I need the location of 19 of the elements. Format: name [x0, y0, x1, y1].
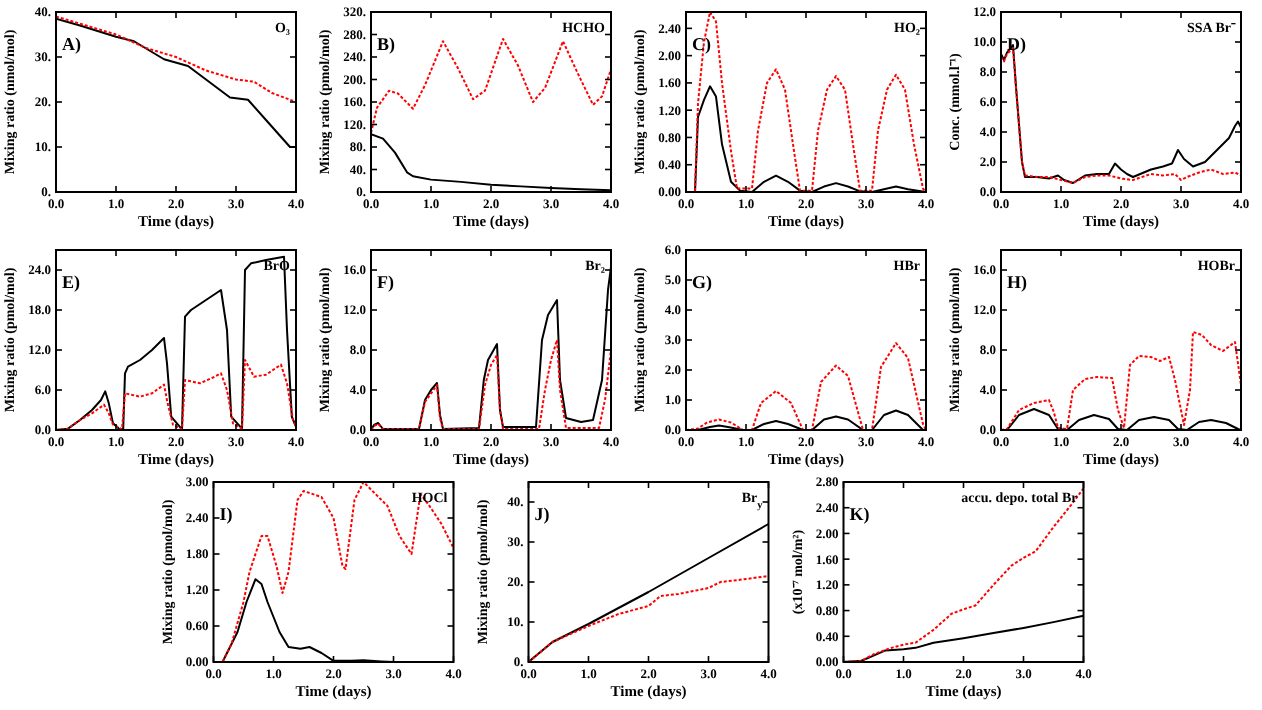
text: J) — [534, 504, 550, 524]
line-series — [686, 12, 926, 192]
text: H) — [1007, 272, 1027, 292]
text: F) — [377, 272, 394, 292]
text: D) — [1007, 34, 1026, 54]
line-series — [371, 38, 611, 134]
text: G) — [692, 272, 712, 292]
line-series — [686, 342, 926, 430]
text: C) — [692, 34, 711, 54]
line-series — [56, 15, 296, 103]
text: B) — [377, 34, 396, 54]
text: A) — [62, 34, 81, 54]
line-series — [528, 575, 769, 662]
line-series — [56, 359, 296, 430]
text: K) — [849, 504, 870, 524]
text: I) — [219, 504, 233, 524]
line-series — [1001, 331, 1241, 430]
text: E) — [62, 272, 81, 292]
line-series — [371, 339, 611, 430]
